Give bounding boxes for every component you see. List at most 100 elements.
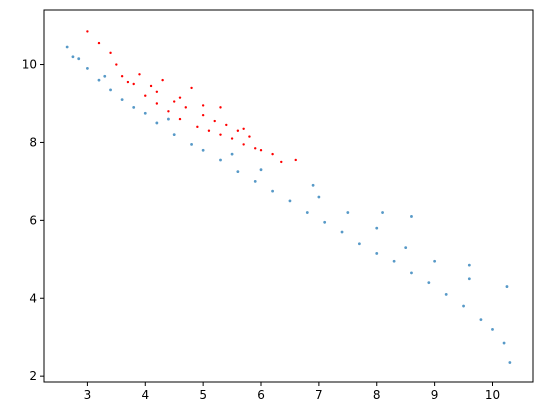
y-tick-label: 4 [29,291,37,305]
red-scatter-point [242,143,245,146]
blue-scatter-point [375,252,379,255]
red-scatter-point [184,106,187,109]
blue-scatter-point [143,111,147,115]
red-scatter-point [280,160,283,164]
blue-scatter-point [427,281,431,285]
blue-scatter-point [86,67,89,70]
red-scatter-point [144,94,147,97]
y-tick-label: 2 [29,369,37,383]
blue-scatter-point [201,148,205,152]
red-scatter-point [161,78,164,82]
blue-scatter-point [311,183,315,187]
red-scatter-point [271,152,274,156]
blue-scatter-point [230,152,234,156]
red-scatter-point [201,113,205,117]
blue-scatter-point [120,98,124,101]
blue-scatter-point [65,45,69,49]
blue-scatter-point [103,74,107,78]
blue-scatter-point [410,271,413,275]
red-scatter-point [207,129,211,132]
red-scatter-point [120,75,124,78]
red-scatter-point [178,117,182,121]
blue-scatter-point [410,215,413,218]
y-tick-label: 10 [22,58,37,72]
blue-scatter-point [467,263,471,267]
x-tick-label: 5 [199,388,207,402]
blue-scatter-point [462,304,465,308]
red-scatter-point [178,96,182,99]
blue-scatter-point [109,88,112,92]
blue-scatter-point [253,179,257,183]
red-scatter-point [201,104,205,107]
blue-scatter-point [132,105,136,109]
blue-scatter-point [323,220,327,224]
y-axis-ticks: 2 4 6 8 10 [22,58,44,383]
blue-scatter-point [317,195,321,199]
red-scatter-point [242,127,245,131]
y-tick-label: 8 [29,135,37,149]
blue-scatter-point [259,168,263,172]
blue-scatter-point [502,341,506,345]
red-scatter-point [230,137,234,140]
blue-scatter-point [433,259,437,263]
red-scatter-point [236,129,240,132]
red-scatter-point [167,110,170,113]
red-scatter-point [138,73,141,76]
red-scatter-point [219,106,222,109]
blue-scatter-point [190,142,193,146]
red-scatter-point [294,158,297,162]
red-scatter-point [97,41,101,45]
blue-scatter-point [357,242,361,246]
x-tick-label: 10 [485,388,500,402]
red-scatter-point [254,147,257,150]
red-scatter-point [155,102,159,105]
x-tick-label: 9 [431,388,439,402]
x-tick-label: 3 [84,388,92,402]
blue-scatter-point [97,78,101,82]
x-tick-label: 8 [373,388,381,402]
blue-scatter-point [392,259,396,263]
red-scatter-point [190,86,193,90]
red-scatter-point [219,133,222,136]
x-tick-label: 4 [141,388,149,402]
red-scatter-point [248,135,251,138]
blue-scatter-point [236,170,240,174]
blue-scatter-point [404,246,408,250]
red-scatter-point [149,84,153,88]
red-scatter-point [132,82,135,86]
red-scatter-point [259,149,263,152]
axes-frame [43,9,534,383]
red-scatter-point [86,30,89,33]
red-scatter-point [115,63,118,66]
blue-scatter-point [491,328,494,331]
x-tick-label: 6 [257,388,265,402]
red-scatter-point [126,80,130,84]
blue-scatter-point [467,277,471,281]
blue-scatter-point [77,57,81,61]
blue-scatter-point [305,211,309,214]
blue-scatter-point [271,189,274,193]
red-scatter-point [225,123,228,127]
blue-scatter-point [155,121,159,125]
blue-scatter-point [167,117,170,121]
x-tick-label: 7 [315,388,323,402]
red-scatter-point [173,100,176,103]
blue-scatter-point [375,226,379,230]
blue-scatter-point [479,318,483,322]
y-tick-label: 6 [29,213,37,227]
blue-scatter-point [172,133,176,137]
red-scatter-point [155,90,159,94]
blue-scatter-point [219,158,222,162]
data-points [65,30,512,364]
x-axis-ticks: 3 4 5 6 7 8 9 10 [84,382,500,402]
blue-scatter-point [381,211,384,214]
red-scatter-point [196,125,199,129]
blue-scatter-point [508,361,512,364]
blue-scatter-point [340,230,344,234]
red-scatter-point [213,119,216,123]
blue-scatter-point [346,211,350,214]
blue-scatter-point [444,292,448,296]
blue-scatter-point [71,55,75,59]
red-scatter-point [109,51,112,55]
